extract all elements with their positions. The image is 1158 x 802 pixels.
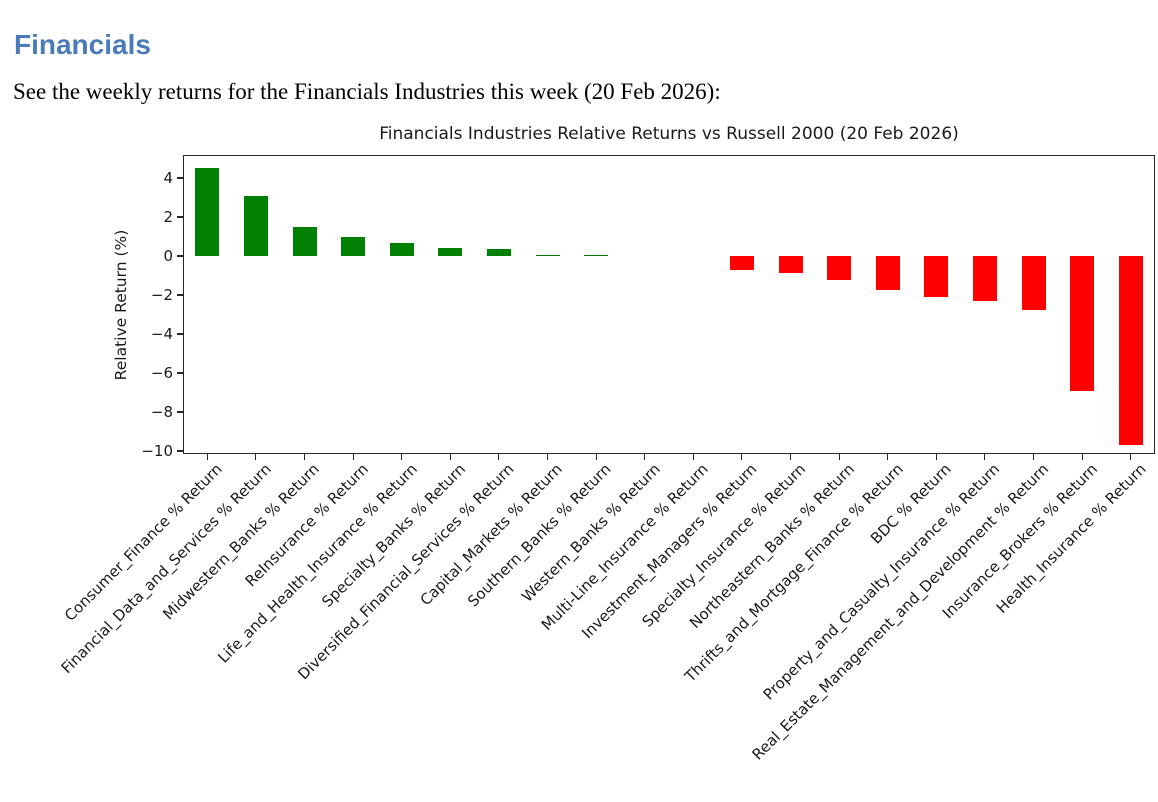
bar-financial-data-and-services-return	[243, 195, 268, 257]
y-tick-label: −4	[150, 325, 173, 344]
y-tick-label: −8	[150, 403, 173, 422]
x-tick	[595, 454, 597, 460]
plot-area	[183, 155, 1155, 454]
bar-consumer-finance-return	[195, 168, 220, 257]
chart-title: Financials Industries Relative Returns v…	[379, 124, 959, 144]
x-tick-label: Investment_Managers % Return	[578, 460, 761, 643]
bar-northeastern-banks-return	[827, 256, 852, 281]
y-tick-label: 4	[163, 169, 173, 187]
x-tick	[206, 454, 208, 460]
x-tick	[401, 454, 403, 460]
y-tick	[177, 372, 183, 374]
x-tick	[352, 454, 354, 460]
page-title: Financials	[14, 29, 151, 61]
bar-specialty-insurance-return	[778, 256, 803, 273]
x-tick	[1081, 454, 1083, 460]
x-tick	[887, 454, 889, 460]
y-tick	[177, 411, 183, 413]
x-tick	[255, 454, 257, 460]
x-tick	[935, 454, 937, 460]
intro-text: See the weekly returns for the Financial…	[13, 79, 721, 104]
y-tick	[177, 450, 183, 452]
x-tick	[498, 454, 500, 460]
y-tick-label: −10	[141, 442, 173, 461]
bar-investment-managers-return	[729, 256, 754, 270]
x-tick	[789, 454, 792, 460]
y-tick	[177, 294, 183, 296]
bar-southern-banks-return	[584, 255, 609, 257]
y-tick-label: −6	[150, 364, 173, 383]
bar-bdc-return	[924, 256, 949, 297]
x-tick	[449, 454, 451, 460]
x-tick	[838, 454, 840, 460]
bar-insurance-brokers-return	[1070, 256, 1095, 391]
x-tick	[644, 454, 646, 460]
x-tick	[984, 454, 986, 460]
x-tick	[1130, 454, 1132, 460]
x-tick	[741, 454, 743, 460]
bar-capital-markets-return	[535, 255, 560, 257]
bar-midwestern-banks-return	[292, 226, 317, 257]
x-tick	[303, 454, 306, 460]
y-tick-label: 0	[163, 247, 173, 266]
x-tick	[692, 454, 694, 460]
bar-reinsurance-return	[341, 236, 366, 257]
y-tick-label: 2	[163, 208, 173, 227]
bar-life-and-health-insurance-return	[389, 243, 414, 257]
x-tick	[1032, 454, 1035, 460]
bar-health-insurance-return	[1118, 256, 1143, 446]
y-tick	[177, 216, 183, 218]
y-tick	[177, 333, 183, 335]
y-tick	[177, 177, 183, 179]
bar-real-estate-management-and-development-return	[1021, 256, 1046, 310]
bar-diversified-financial-services-return	[486, 249, 511, 257]
y-tick-label: −2	[150, 286, 173, 305]
y-tick	[177, 255, 183, 257]
bar-specialty-banks-return	[438, 248, 463, 257]
x-tick	[546, 454, 549, 460]
bar-thrifts-and-mortgage-finance-return	[875, 256, 900, 291]
bar-property-and-casualty-insurance-return	[972, 256, 997, 301]
